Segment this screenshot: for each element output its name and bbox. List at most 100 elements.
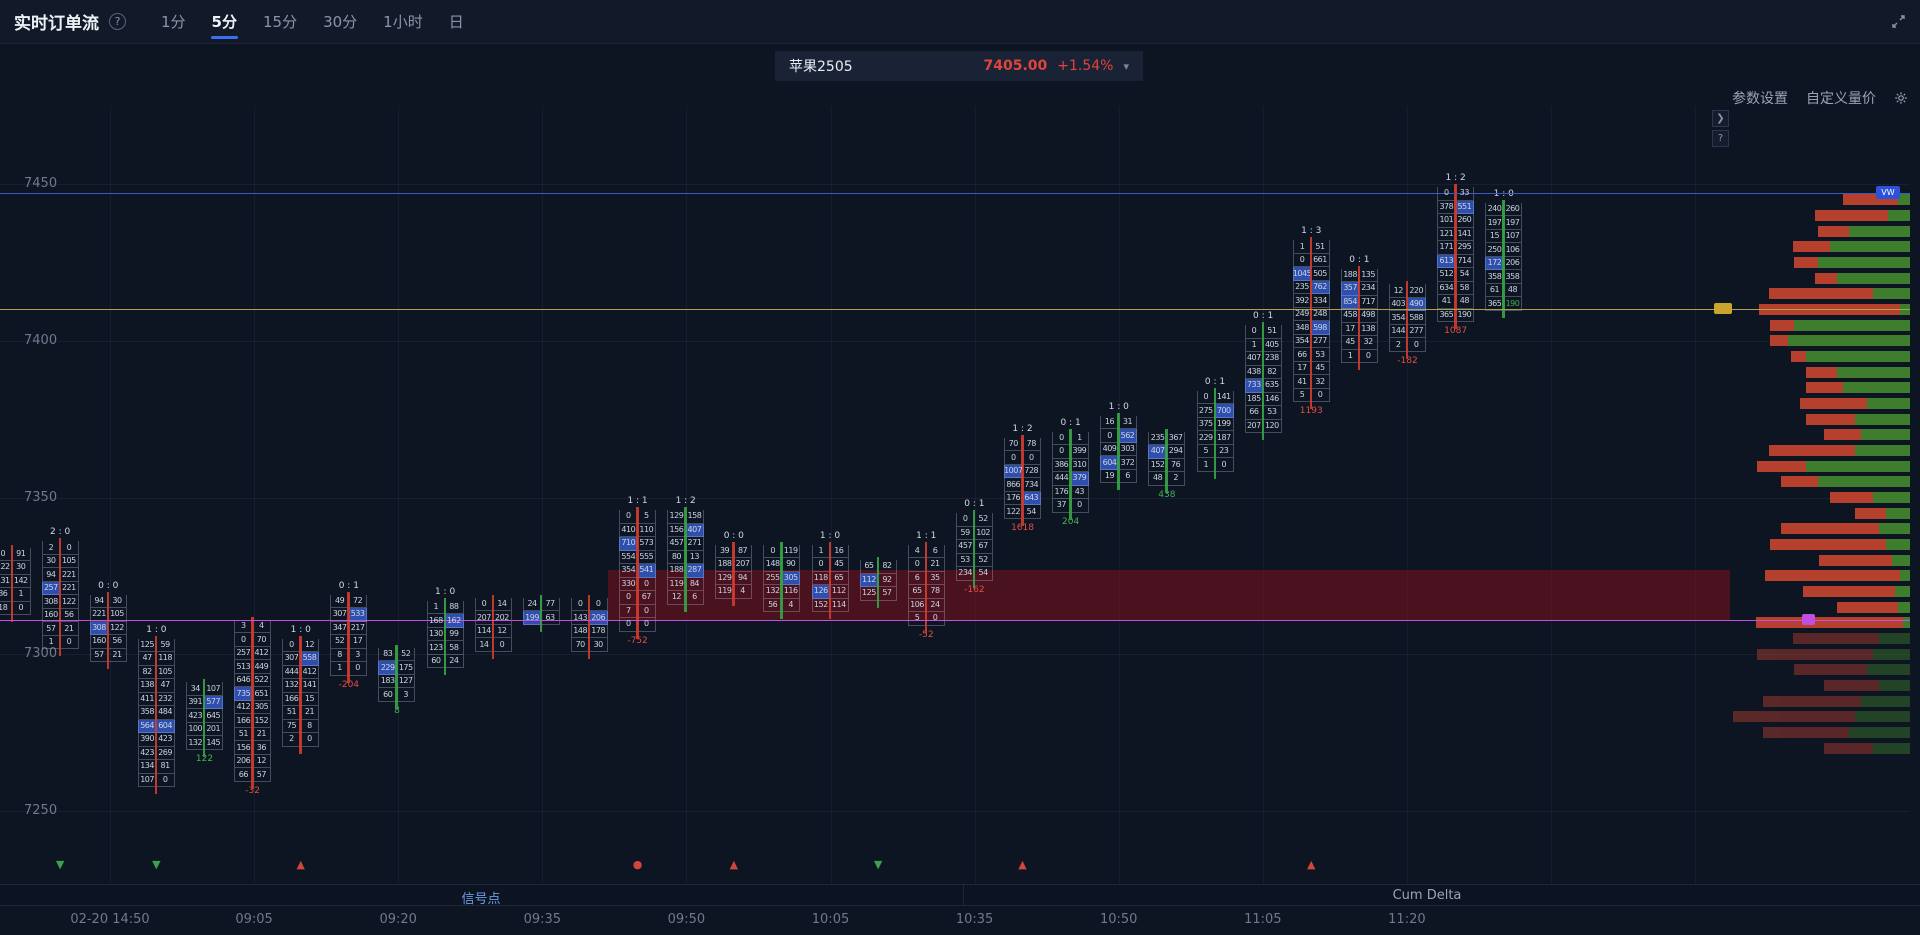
candle-wick [347,591,350,683]
candle-delta-label: 122 [195,753,214,764]
ask-cell: 4 [781,598,801,613]
ask-cell: 0 [12,601,31,616]
ask-cell: 305 [252,700,272,715]
bid-cell: 160 [89,635,109,649]
bid-cell: 82 [137,665,157,680]
buy-volume-bar [1886,507,1910,519]
imbalance-ratio-label: 1 : 1 [627,496,648,507]
imbalance-ratio-label: 1 : 0 [1108,401,1129,412]
imbalance-ratio-label: 1 : 0 [434,586,456,597]
candle-wick [732,541,735,606]
tab-day[interactable]: 日 [448,12,464,31]
sell-volume-bar [1806,382,1843,394]
bid-cell: 365 [1437,308,1456,323]
ask-cell: 30 [108,594,127,609]
ask-cell: 53 [1263,406,1282,420]
bid-cell: 235 [1148,431,1167,446]
ask-cell: 21 [252,727,272,742]
collapse-button[interactable]: ❯ [1712,110,1729,127]
signal-marker-up: ▲ [1018,858,1027,871]
bid-cell: 57 [41,622,61,636]
ask-cell: 54 [1455,268,1475,282]
footprint-candle: 34 107 391 577 423 645 100 201 132 145 122 [185,679,223,764]
sell-volume-bar [1794,664,1867,676]
bid-cell: 143 [570,611,590,625]
bid-cell: 65 [859,560,879,574]
ask-cell: 0 [589,597,608,612]
volume-profile-row [1733,711,1910,723]
bid-cell: 229 [1196,431,1215,445]
volume-profile-row [1837,601,1910,613]
volume-profile-row [1855,507,1910,519]
bid-cell: 411 [137,692,157,707]
tab-5min[interactable]: 5分 [199,0,250,44]
ask-cell: 52 [396,647,416,662]
candle-wick [1165,428,1168,493]
ask-cell: 58 [445,641,464,655]
ask-cell: 146 [1263,392,1282,407]
ask-cell: 141 [1215,390,1234,405]
time-axis-label: 10:05 [811,912,850,927]
gear-icon[interactable] [1894,91,1908,105]
bid-cell: 30 [41,554,61,569]
interval-tabs: 1分 5分 15分 30分 1小时 日 [148,0,477,44]
bid-cell: 122 [1004,505,1023,519]
symbol-selector[interactable]: 苹果2505 7405.00 +1.54% ▾ [775,51,1143,81]
bid-cell: 188 [715,558,734,572]
bid-cell: 144 [1388,324,1408,339]
tab-1min[interactable]: 1分 [161,12,186,31]
price-axis-label: 7250 [24,803,58,818]
help-icon[interactable]: ? [109,13,126,30]
tab-1hour[interactable]: 1小时 [383,12,423,31]
bid-cell: 56 [763,598,782,613]
buy-volume-bar [1895,586,1910,598]
ask-cell: 48 [1503,283,1523,298]
buy-volume-bar [1837,366,1910,378]
bid-cell: 512 [1437,268,1456,282]
bid-cell: 1 [330,662,349,676]
fullscreen-icon[interactable] [1891,14,1906,29]
sell-volume-bar [1756,617,1903,629]
footprint-candle: 0 14 207 202 114 12 14 0 [474,594,512,659]
ask-cell: 105 [60,554,79,569]
ask-cell: 0 [60,541,79,555]
volume-profile-row [1757,460,1910,472]
custom-volume-link[interactable]: 自定义量价 [1806,91,1876,107]
sell-volume-bar [1824,742,1873,754]
page-title: 实时订单流 [14,14,99,34]
bid-cell: 409 [1100,442,1119,457]
tab-30min[interactable]: 30分 [323,12,358,31]
buy-volume-bar [1830,241,1910,253]
panel-help-button[interactable]: ? [1712,130,1729,147]
bid-cell: 199 [522,611,542,625]
ask-cell: 87 [733,544,753,559]
bid-cell: 1007 [1004,464,1023,479]
ask-cell: 423 [156,733,175,747]
ask-cell: 141 [300,679,320,693]
sell-volume-bar [1819,554,1892,566]
ask-cell: 221 [60,581,79,596]
ask-cell: 135 [1359,268,1378,283]
signal-points-label[interactable]: 信号点 [461,892,501,907]
chevron-down-icon[interactable]: ▾ [1123,59,1129,73]
bid-cell: 66 [1292,348,1312,362]
bid-cell: 457 [667,537,686,551]
volume-profile-row [1815,272,1910,284]
bid-cell: 148 [763,558,782,572]
buy-volume-bar [1837,272,1910,284]
bid-cell: 51 [282,706,301,720]
sell-volume-bar [1855,507,1886,519]
sell-volume-bar [1769,444,1855,456]
support-price-tag [1802,613,1815,625]
ask-cell: 372 [1118,456,1138,470]
footprint-candle: 1 : 1 4 6 0 21 6 35 65 78 106 24 5 0 -52 [907,531,945,640]
tab-15min[interactable]: 15分 [262,12,298,31]
grid-line-horizontal [0,654,1910,656]
bid-cell: 4 [907,544,927,559]
bid-cell: 1 [426,600,446,615]
ask-cell: 119 [781,544,801,559]
settings-link[interactable]: 参数设置 [1732,91,1788,107]
ask-cell: 405 [1263,338,1282,353]
